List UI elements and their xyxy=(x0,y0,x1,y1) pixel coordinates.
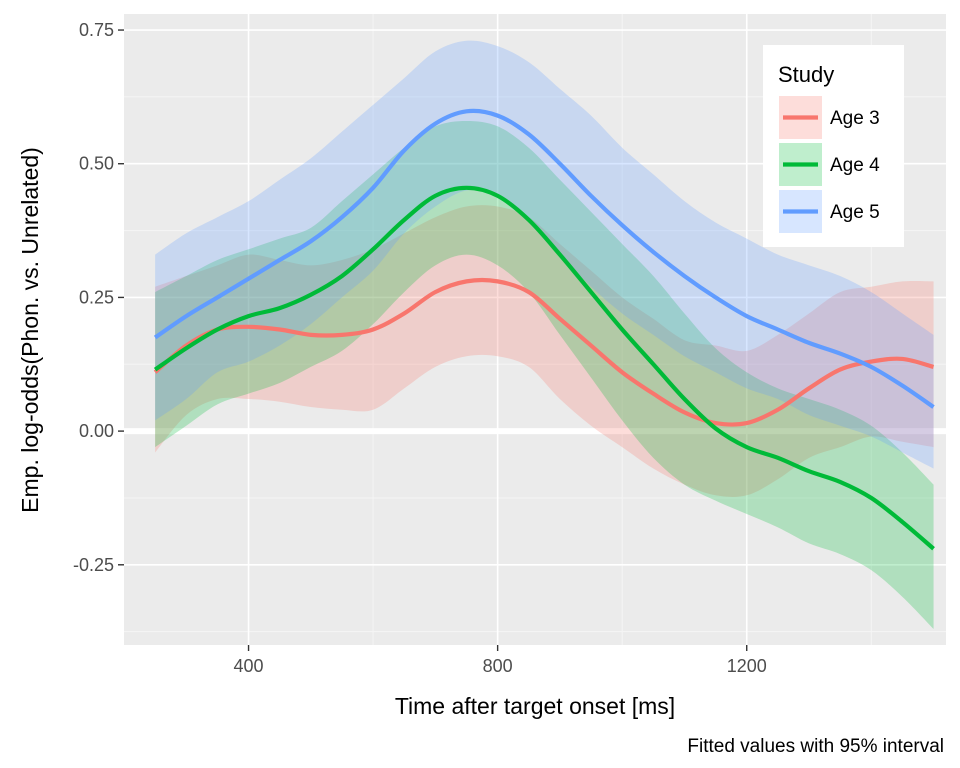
x-axis-title: Time after target onset [ms] xyxy=(395,693,675,719)
legend-label-age-5: Age 5 xyxy=(830,202,880,223)
y-axis-title: Emp. log-odds(Phon. vs. Unrelated) xyxy=(17,147,43,513)
y-axis: -0.25 0.00 0.25 0.50 0.75 xyxy=(73,20,124,575)
legend-label-age-4: Age 4 xyxy=(830,155,880,176)
major-gridlines xyxy=(124,14,946,645)
x-tick-label: 800 xyxy=(483,656,513,676)
x-tick-label: 400 xyxy=(234,656,264,676)
y-tick-label: 0.75 xyxy=(79,20,114,40)
x-tick-label: 1200 xyxy=(727,656,767,676)
series-lines xyxy=(153,108,935,551)
line-age-5 xyxy=(153,108,935,409)
y-tick-label: -0.25 xyxy=(73,555,114,575)
ribbon-age-4 xyxy=(155,120,934,629)
legend-title: Study xyxy=(778,62,834,87)
legend: Study Age 3 Age 4 Age 5 xyxy=(763,45,904,247)
ribbon-age-5 xyxy=(155,40,934,469)
caption: Fitted values with 95% interval xyxy=(687,736,944,757)
y-tick-label: 0.00 xyxy=(79,421,114,441)
y-tick-label: 0.50 xyxy=(79,154,114,174)
line-age-4 xyxy=(153,185,935,551)
line-age-3 xyxy=(153,277,935,427)
legend-label-age-3: Age 3 xyxy=(830,108,880,129)
x-axis: 400 800 1200 xyxy=(234,645,767,676)
y-tick-label: 0.25 xyxy=(79,287,114,307)
